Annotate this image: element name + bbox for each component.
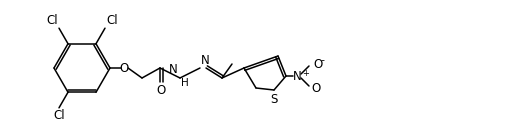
Text: O: O xyxy=(311,81,320,95)
Text: Cl: Cl xyxy=(46,14,58,27)
Text: Cl: Cl xyxy=(53,109,65,122)
Text: -: - xyxy=(319,55,323,65)
Text: O: O xyxy=(313,58,322,70)
Text: N: N xyxy=(169,63,178,76)
Text: N: N xyxy=(292,69,301,83)
Text: Cl: Cl xyxy=(106,14,117,27)
Text: O: O xyxy=(119,61,128,75)
Text: N: N xyxy=(200,54,210,67)
Text: O: O xyxy=(157,84,166,97)
Text: H: H xyxy=(181,78,188,88)
Text: S: S xyxy=(270,93,277,106)
Text: +: + xyxy=(301,69,308,78)
